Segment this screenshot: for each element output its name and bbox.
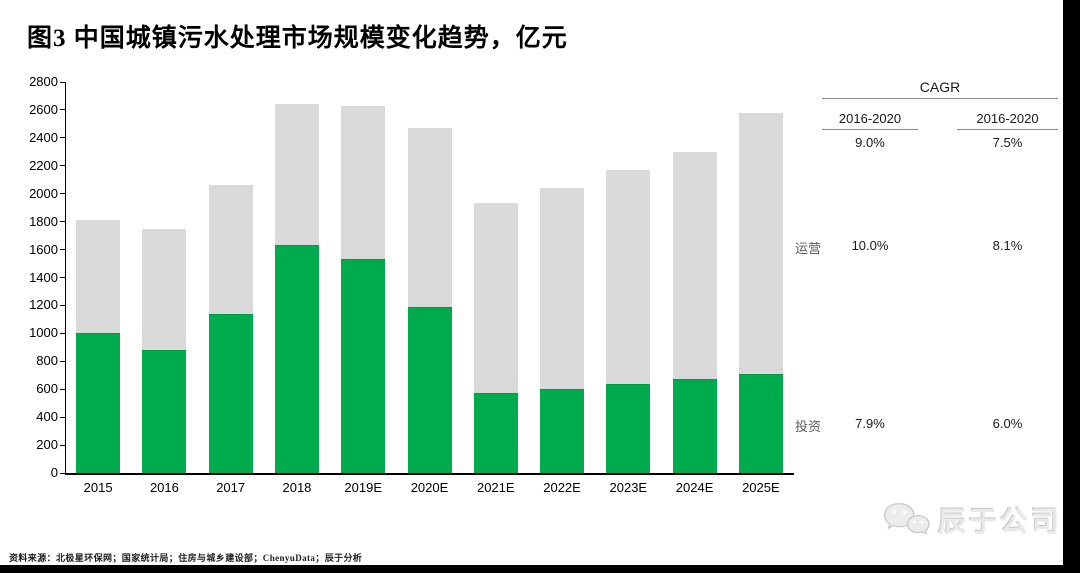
y-axis-tick <box>60 137 65 139</box>
y-axis-tick <box>60 472 65 474</box>
y-axis-tick <box>60 193 65 195</box>
y-axis-tick-label: 2600 <box>29 101 58 117</box>
row-label-investment: 投资 <box>795 419 822 434</box>
y-axis-tick <box>60 388 65 390</box>
cagr-col1-header: 2016-2020 <box>838 111 902 126</box>
y-axis-tick-label: 600 <box>36 381 58 397</box>
y-axis-tick-label: 1400 <box>29 269 58 285</box>
bar-segment-investment <box>672 379 717 473</box>
bar-segment-operation <box>473 203 518 394</box>
cagr-title: CAGR <box>919 79 961 95</box>
bar-segment-operation <box>606 169 651 384</box>
x-axis-label: 2017 <box>216 480 246 495</box>
y-axis-tick <box>60 81 65 83</box>
x-axis-label: 2015 <box>83 480 113 495</box>
bar-segment-investment <box>341 259 386 473</box>
y-axis-tick-label: 2200 <box>29 157 58 173</box>
y-axis-tick <box>60 249 65 251</box>
x-axis-label: 2021E <box>476 480 515 495</box>
bar-segment-investment <box>76 333 121 473</box>
cagr-total-col2-value: 7.5% <box>992 135 1023 150</box>
bar-segment-operation <box>208 185 253 314</box>
y-axis-tick-label: 2800 <box>29 74 58 89</box>
company-logo-text: 辰于公司 <box>937 506 1062 537</box>
bar-segment-operation <box>142 228 187 351</box>
cagr-operation-col1-value: 10.0% <box>851 238 889 253</box>
y-axis-tick-label: 2000 <box>29 185 58 201</box>
y-axis-tick-label: 1800 <box>29 213 58 229</box>
bar-segment-operation <box>341 105 386 260</box>
bar-segment-investment <box>540 389 585 473</box>
right-black-strip <box>1063 0 1080 573</box>
cagr-total-col1-value: 9.0% <box>855 135 885 150</box>
y-axis-tick <box>60 165 65 167</box>
y-axis-tick <box>60 221 65 223</box>
y-axis-tick-label: 400 <box>36 409 58 425</box>
y-axis-tick <box>60 332 65 334</box>
bar-segment-investment <box>738 373 783 473</box>
cagr-col2-underline <box>957 129 1058 130</box>
cagr-investment-col1-value: 7.9% <box>855 416 885 431</box>
y-axis-tick-label: 800 <box>36 353 58 369</box>
bar-segment-operation <box>738 112 783 374</box>
y-axis-tick <box>60 304 65 306</box>
x-axis-label: 2024E <box>675 480 714 495</box>
y-axis-tick-label: 1000 <box>29 325 58 341</box>
page-title: 图3 中国城镇污水处理市场规模变化趋势，亿元 <box>27 25 568 52</box>
x-axis-label: 2023E <box>609 480 648 495</box>
cagr-operation-col2-value: 8.1% <box>992 238 1023 253</box>
y-axis-tick-label: 200 <box>36 437 58 453</box>
bar-segment-operation <box>274 104 319 246</box>
cagr-header-divider <box>822 98 1058 99</box>
row-label-operation: 运营 <box>795 241 822 256</box>
x-axis-label: 2020E <box>410 480 449 495</box>
bar-segment-investment <box>606 383 651 473</box>
bar-segment-investment <box>473 393 518 473</box>
y-axis-tick <box>60 416 65 418</box>
x-axis-line <box>65 473 794 475</box>
y-axis-tick <box>60 109 65 111</box>
bar-segment-operation <box>540 188 585 390</box>
cagr-col2-header: 2016-2020 <box>976 111 1039 126</box>
x-axis-label: 2016 <box>149 480 179 495</box>
bottom-black-strip <box>0 565 1080 573</box>
bar-segment-investment <box>208 313 253 473</box>
bar-segment-operation <box>672 151 717 380</box>
y-axis-tick-label: 1600 <box>29 241 58 257</box>
company-logo: 辰于公司 <box>882 496 1062 544</box>
y-axis-tick-label: 2400 <box>29 129 58 145</box>
x-axis-label: 2018 <box>282 480 312 495</box>
bar-segment-investment <box>407 306 452 473</box>
x-axis-label: 2022E <box>543 480 581 495</box>
source-note: 资料来源：北极星环保网；国家统计局；住房与城乡建设部；ChenyuData；辰于… <box>9 553 363 563</box>
y-axis-line <box>65 82 66 474</box>
bar-segment-investment <box>142 350 187 473</box>
bar-segment-investment <box>274 245 319 473</box>
cagr-col1-underline <box>822 129 918 130</box>
y-axis-tick <box>60 444 65 446</box>
cagr-investment-col2-value: 6.0% <box>992 416 1023 431</box>
x-axis-label: 2025E <box>742 480 780 495</box>
y-axis-tick-label: 1200 <box>29 297 58 313</box>
y-axis-tick <box>60 277 65 278</box>
x-axis-label: 2019E <box>344 480 383 495</box>
wechat-icon <box>883 502 930 536</box>
y-axis-tick-label: 0 <box>50 465 58 480</box>
bar-segment-operation <box>76 220 121 334</box>
y-axis-tick <box>60 360 65 362</box>
bar-segment-operation <box>407 128 452 307</box>
